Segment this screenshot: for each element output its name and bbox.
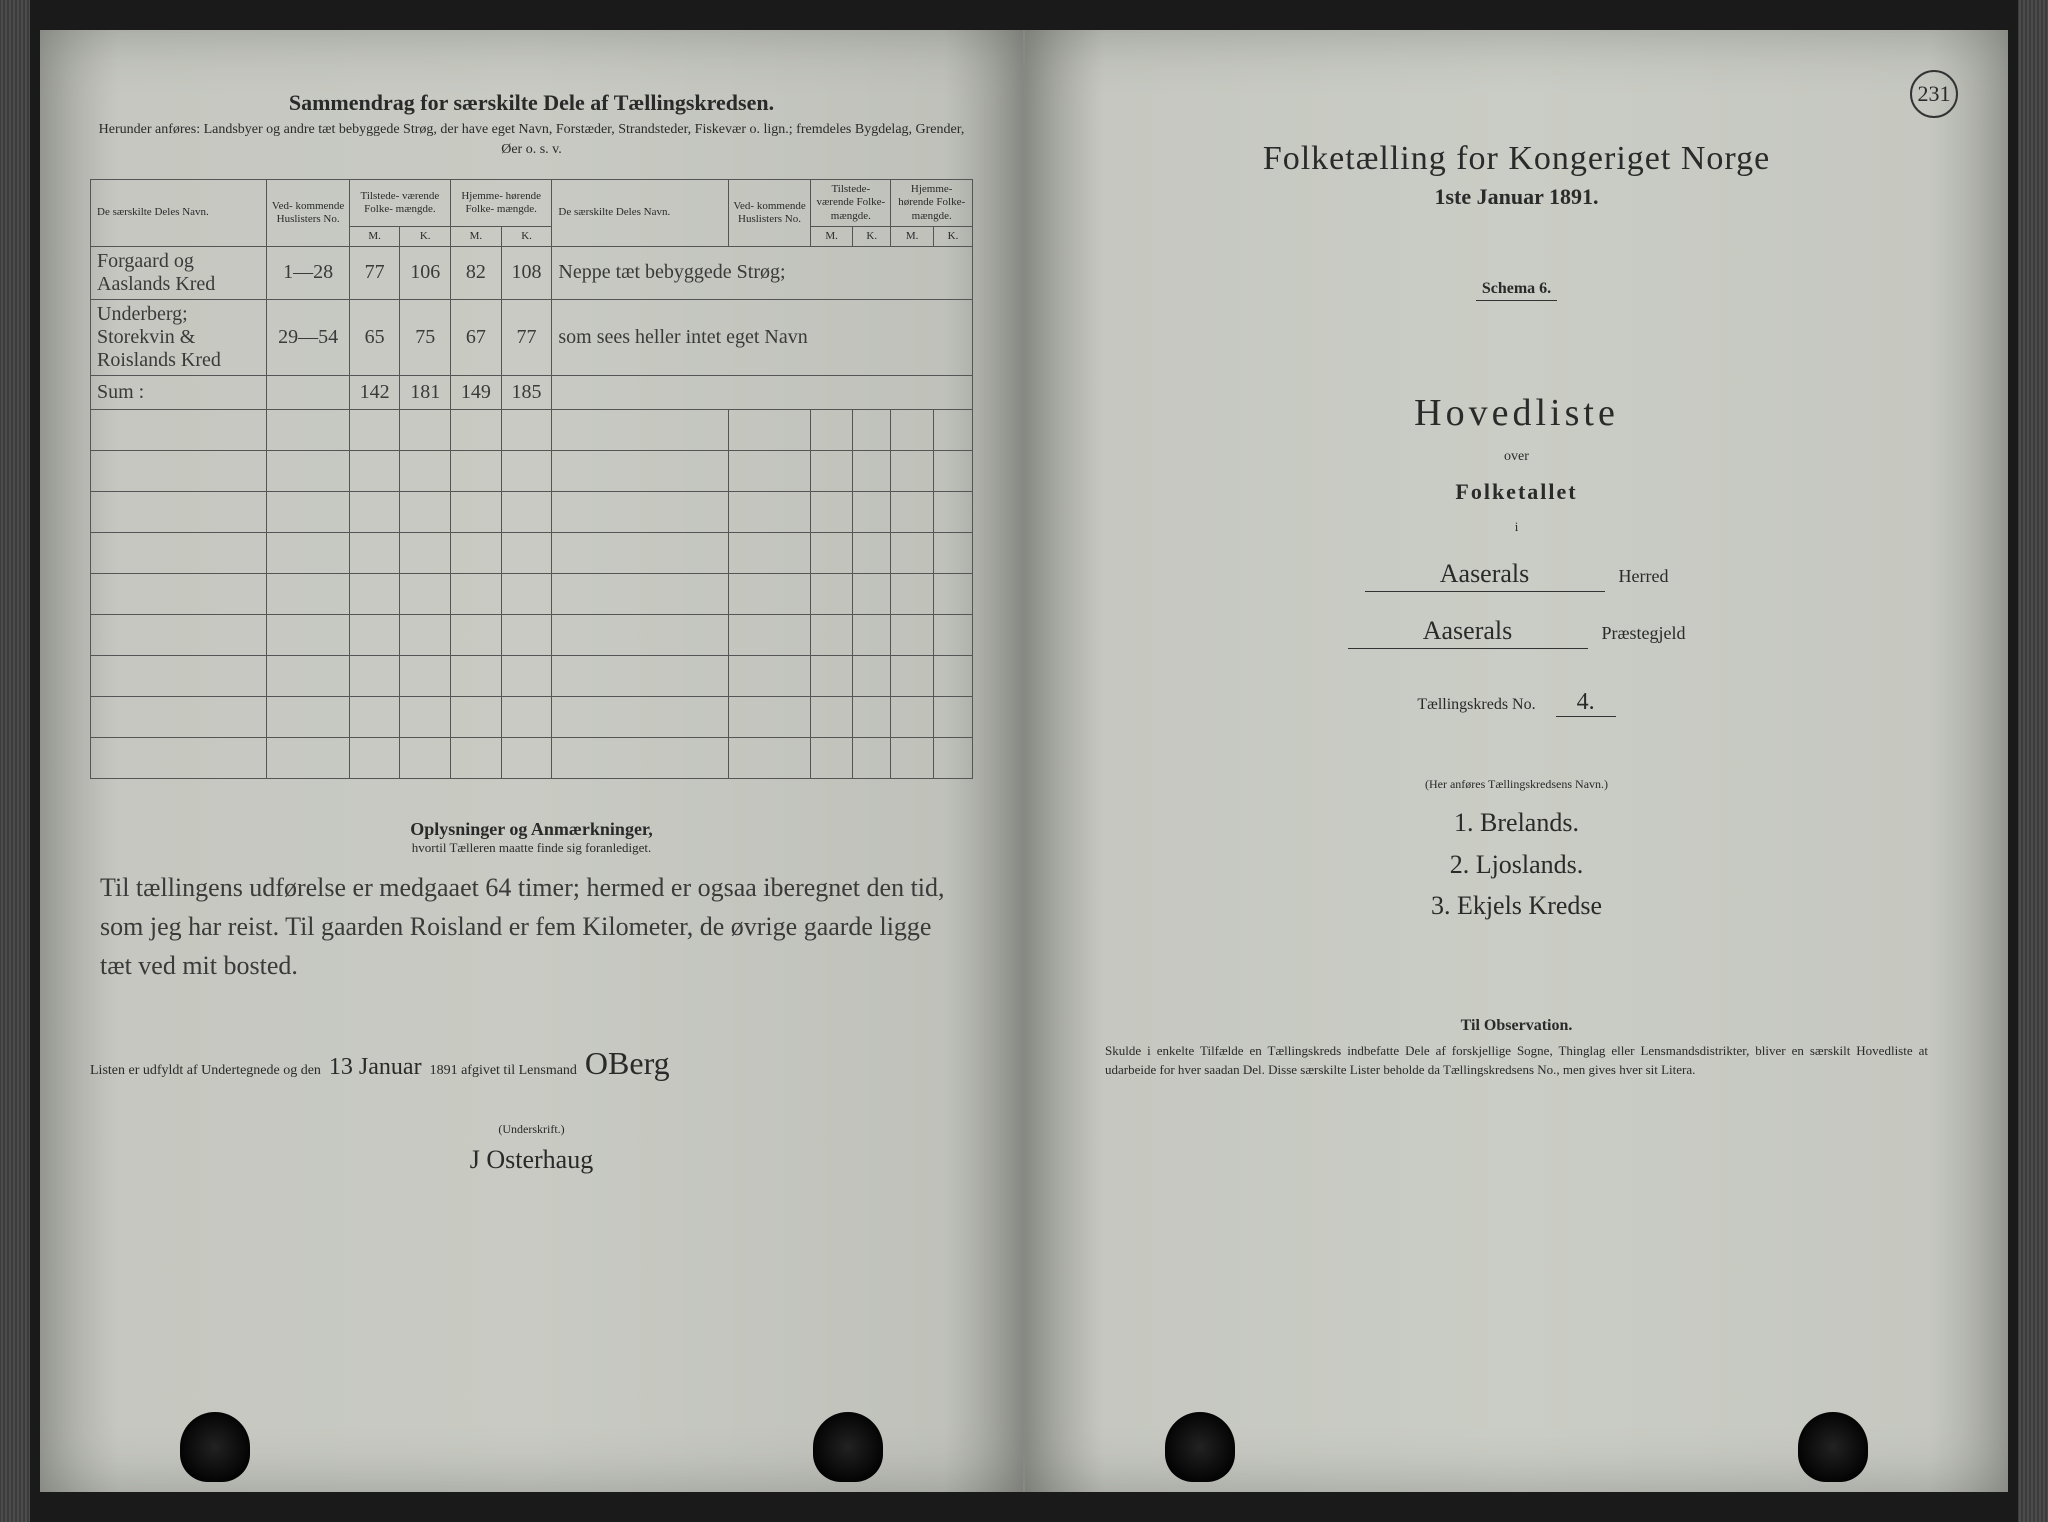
book-edge-left	[0, 0, 30, 1522]
th-name-2: De særskilte Deles Navn.	[552, 180, 728, 247]
book-edge-right	[2018, 0, 2048, 1522]
kreds-name-header: (Her anføres Tællingskredsens Navn.)	[1075, 777, 1958, 792]
signature-line: Listen er udfyldt af Undertegnede og den…	[90, 1045, 973, 1082]
table-row	[91, 696, 973, 737]
remarks-subheader: hvortil Tælleren maatte finde sig foranl…	[90, 840, 973, 856]
th-hus-1: Ved- kommende Huslisters No.	[267, 180, 349, 247]
folketallet-label: Folketallet	[1075, 479, 1958, 505]
table-row	[91, 737, 973, 778]
book-clip-right2	[1798, 1412, 1868, 1482]
th-hjemme-1: Hjemme- hørende Folke- mængde.	[450, 180, 551, 227]
sign-prefix: Listen er udfyldt af Undertegnede og den	[90, 1063, 321, 1079]
kreds-name-list: 1. Brelands. 2. Ljoslands. 3. Ekjels Kre…	[1075, 802, 1958, 927]
census-title: Folketælling for Kongeriget Norge	[1075, 140, 1958, 178]
table-row	[91, 614, 973, 655]
table-row: Sum : 142 181 149 185	[91, 375, 973, 409]
schema-label: Schema 6.	[1476, 280, 1557, 301]
sign-year: 1891 afgivet til Lensmand	[430, 1063, 577, 1079]
census-summary-table: De særskilte Deles Navn. Ved- kommende H…	[90, 179, 973, 779]
kreds-name-item: 2. Ljoslands.	[1075, 844, 1958, 886]
i-label: i	[1075, 519, 1958, 535]
open-book: Sammendrag for særskilte Dele af Tælling…	[40, 30, 2008, 1492]
table-row: Underberg; Storekvin & Roislands Kred 29…	[91, 299, 973, 375]
underskrift-name: J Osterhaug	[90, 1145, 973, 1175]
observation-body: Skulde i enkelte Tilfælde en Tællingskre…	[1075, 1041, 1958, 1080]
table-row	[91, 573, 973, 614]
over-label: over	[1075, 449, 1958, 465]
underskrift-label: (Underskrift.)	[90, 1122, 973, 1137]
th-hus-2: Ved- kommende Huslisters No.	[728, 180, 810, 247]
book-clip-right	[1165, 1412, 1235, 1482]
table-row: Forgaard og Aaslands Kred 1—28 77 106 82…	[91, 246, 973, 299]
page-number: 231	[1910, 70, 1958, 118]
th-k: K.	[501, 226, 552, 246]
praeste-value: Aaserals	[1348, 616, 1588, 649]
kreds-name-item: 1. Brelands.	[1075, 802, 1958, 844]
census-tbody: Forgaard og Aaslands Kred 1—28 77 106 82…	[91, 246, 973, 778]
praeste-label: Præstegjeld	[1602, 623, 1686, 644]
th-tilstede-1: Tilstede- værende Folke- mængde.	[349, 180, 450, 227]
left-page-subtitle: Herunder anføres: Landsbyer og andre tæt…	[90, 120, 973, 159]
table-row	[91, 655, 973, 696]
table-row	[91, 491, 973, 532]
th-tilstede-2: Tilstede- værende Folke- mængde.	[811, 180, 891, 227]
th-m: M.	[891, 226, 934, 246]
th-m: M.	[811, 226, 853, 246]
table-row	[91, 450, 973, 491]
herred-value: Aaserals	[1365, 559, 1605, 592]
signature: OBerg	[585, 1045, 670, 1082]
table-row	[91, 409, 973, 450]
kreds-label: Tællingskreds No.	[1417, 696, 1535, 714]
right-page: 231 Folketælling for Kongeriget Norge 1s…	[1025, 30, 2008, 1492]
th-k: K.	[933, 226, 972, 246]
table-row	[91, 532, 973, 573]
remarks-body: Til tællingens udførelse er medgaaet 64 …	[90, 868, 973, 985]
left-page: Sammendrag for særskilte Dele af Tælling…	[40, 30, 1025, 1492]
left-page-title: Sammendrag for særskilte Dele af Tælling…	[90, 90, 973, 116]
praeste-line: Aaserals Præstegjeld	[1075, 616, 1958, 649]
observation-header: Til Observation.	[1075, 1017, 1958, 1035]
th-k: K.	[400, 226, 451, 246]
herred-line: Aaserals Herred	[1075, 559, 1958, 592]
herred-label: Herred	[1619, 566, 1669, 587]
th-m: M.	[450, 226, 501, 246]
kreds-name-item: 3. Ekjels Kredse	[1075, 885, 1958, 927]
th-hjemme-2: Hjemme- hørende Folke- mængde.	[891, 180, 973, 227]
remarks-header: Oplysninger og Anmærkninger,	[90, 819, 973, 840]
book-clip-left	[180, 1412, 250, 1482]
census-date: 1ste Januar 1891.	[1075, 184, 1958, 210]
kreds-line: Tællingskreds No. 4.	[1075, 689, 1958, 717]
hovedliste-title: Hovedliste	[1075, 391, 1958, 435]
sign-date: 13 Januar	[329, 1054, 422, 1081]
th-k: K.	[853, 226, 891, 246]
th-m: M.	[349, 226, 400, 246]
book-clip-left2	[813, 1412, 883, 1482]
kreds-number: 4.	[1556, 689, 1616, 717]
th-name-1: De særskilte Deles Navn.	[91, 180, 267, 247]
